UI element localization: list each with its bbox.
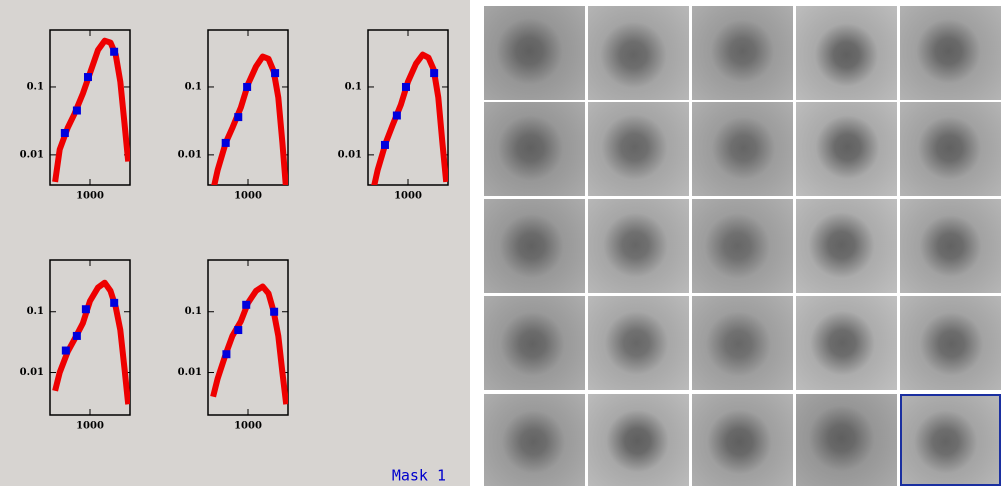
- y-tick-label: 0.01: [338, 149, 362, 160]
- x-tick-label: 1000: [234, 191, 262, 202]
- x-tick-label: 1000: [234, 421, 262, 432]
- thumbnail: [588, 296, 689, 390]
- thumbnail: [692, 296, 793, 390]
- data-point: [72, 106, 81, 115]
- thumbnail: [484, 394, 585, 486]
- thumbnail: [484, 199, 585, 293]
- thumbnail: [900, 199, 1001, 293]
- data-point: [83, 73, 92, 82]
- data-point: [72, 331, 81, 340]
- data-point: [110, 298, 119, 307]
- data-point: [234, 326, 243, 335]
- y-tick-label: 0.1: [27, 81, 44, 92]
- thumbnail-grid: [484, 6, 1003, 486]
- data-point: [430, 69, 439, 78]
- y-tick-label: 0.01: [178, 367, 202, 378]
- sed-plots: Mask 1 0.01 0.1 1000 0.01 0.1 1000 0.01 0.1 1000…: [20, 29, 449, 485]
- y-tick-label: 0.1: [27, 306, 44, 317]
- data-point: [270, 307, 279, 316]
- mask-label: Mask 1: [392, 467, 446, 485]
- thumbnail: [484, 102, 585, 196]
- thumbnail: [796, 296, 897, 390]
- x-tick-label: 1000: [76, 191, 104, 202]
- data-point: [242, 300, 251, 309]
- thumbnail: [796, 102, 897, 196]
- y-tick-label: 0.01: [20, 149, 44, 160]
- data-point: [222, 350, 231, 359]
- data-point: [61, 346, 70, 355]
- plot-frame: [49, 259, 131, 416]
- y-tick-label: 0.1: [185, 306, 202, 317]
- thumbnail: [484, 296, 585, 390]
- data-point: [234, 113, 243, 122]
- thumbnail: [796, 394, 897, 486]
- plot-panel: Mask 1 0.01 0.1 1000 0.01 0.1 1000 0.01 0.1 1000…: [0, 0, 470, 486]
- x-tick-label: 1000: [76, 421, 104, 432]
- y-tick-label: 0.1: [345, 81, 362, 92]
- thumbnail: [692, 6, 793, 100]
- data-point: [60, 128, 69, 137]
- thumbnail: [588, 394, 689, 486]
- thumbnail: [900, 6, 1001, 100]
- thumbnail: [588, 199, 689, 293]
- model-curve: [52, 37, 130, 183]
- y-tick-label: 0.01: [20, 367, 44, 378]
- thumbnail: [796, 6, 897, 100]
- data-point: [221, 138, 230, 147]
- thumbnail: [900, 102, 1001, 196]
- thumbnail: [692, 394, 793, 486]
- x-tick-label: 1000: [394, 191, 422, 202]
- y-tick-label: 0.1: [185, 81, 202, 92]
- data-point: [392, 111, 401, 120]
- data-point: [243, 82, 252, 91]
- data-point: [110, 47, 119, 56]
- data-point: [401, 82, 410, 91]
- data-point: [271, 69, 280, 78]
- thumbnail: [588, 6, 689, 100]
- thumbnail[interactable]: [900, 394, 1001, 486]
- thumbnail: [692, 199, 793, 293]
- y-tick-label: 0.01: [178, 149, 202, 160]
- data-point: [380, 140, 389, 149]
- data-point: [81, 305, 90, 314]
- thumbnail: [692, 102, 793, 196]
- thumbnail: [796, 199, 897, 293]
- thumbnail: [484, 6, 585, 100]
- thumbnail: [900, 296, 1001, 390]
- thumbnail: [588, 102, 689, 196]
